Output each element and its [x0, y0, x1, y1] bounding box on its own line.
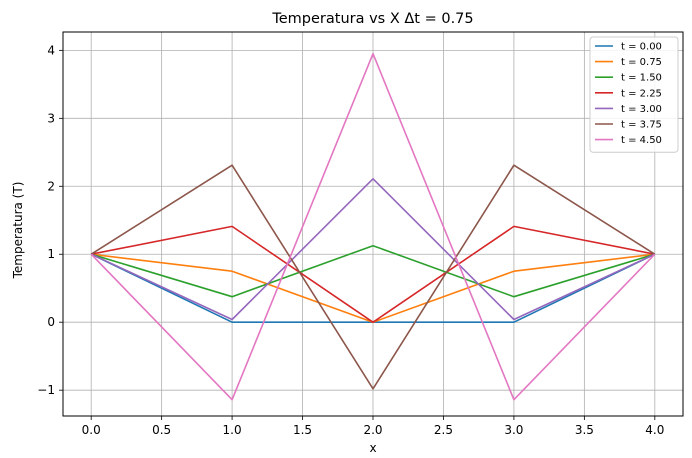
y-tick-label: −1	[37, 383, 55, 397]
legend-label: t = 2.25	[621, 88, 662, 99]
x-tick-label: 3.0	[504, 423, 523, 437]
series-lines	[90, 52, 656, 401]
y-tick-label: 2	[47, 179, 55, 193]
x-tick-label: 4.0	[645, 423, 664, 437]
x-tick-label: 0.0	[82, 423, 101, 437]
series-line	[90, 164, 656, 390]
y-axis-label: Temperatura (T)	[11, 182, 25, 280]
y-tick-label: 3	[47, 111, 55, 125]
grid	[63, 32, 683, 416]
legend-label: t = 0.75	[621, 57, 662, 68]
legend-label: t = 3.00	[621, 104, 662, 115]
series-line	[91, 225, 655, 324]
x-tick-label: 2.0	[363, 423, 382, 437]
legend-label: t = 3.75	[621, 120, 662, 131]
x-tick-label: 3.5	[575, 423, 594, 437]
x-tick-label: 1.5	[293, 423, 312, 437]
legend-label: t = 1.50	[621, 73, 662, 84]
x-tick-label: 0.5	[152, 423, 171, 437]
series-line	[90, 52, 656, 401]
x-axis-label: x	[369, 441, 376, 454]
x-tick-label: 2.5	[434, 423, 453, 437]
y-tick-label: 4	[47, 43, 55, 57]
legend-label: t = 0.00	[621, 42, 662, 53]
legend-label: t = 4.50	[621, 135, 662, 146]
series-line	[90, 244, 656, 298]
y-tick-label: 1	[47, 247, 55, 261]
axis-ticks: 0.0 0.5 1.0 1.5 2.0 2.5 3.0 3.5 4.0 −1 0 1 2 3 4	[37, 43, 664, 437]
y-tick-label: 0	[47, 315, 55, 329]
series-line	[90, 178, 656, 321]
x-tick-label: 1.0	[223, 423, 242, 437]
chart-title: Temperatura vs X Δt = 0.75	[271, 11, 473, 27]
legend: t = 0.00 t = 0.75 t = 1.50 t = 2.25 t = 3.00…	[589, 36, 679, 153]
